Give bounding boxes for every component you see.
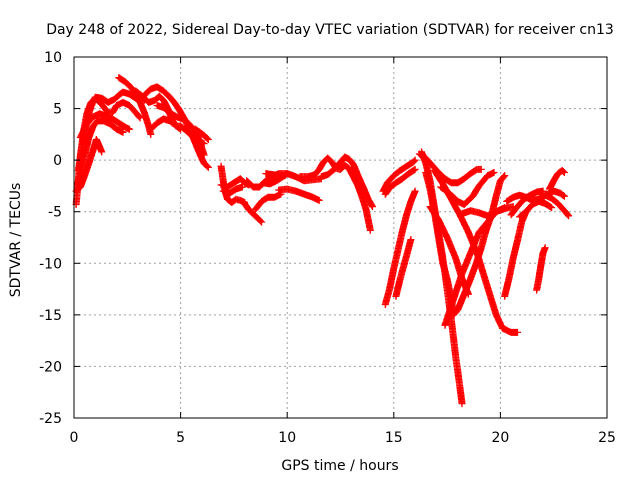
series-markers: [192, 125, 212, 143]
y-tick-label: -10: [39, 256, 62, 272]
series-markers: [533, 244, 549, 294]
series-arc-20: [275, 185, 323, 204]
series-markers: [381, 165, 419, 198]
y-tick-label: -20: [39, 359, 62, 375]
series-markers: [74, 88, 148, 174]
series-markers: [72, 136, 106, 195]
series-markers: [501, 208, 530, 300]
series-markers: [241, 200, 266, 226]
series-arc-26: [392, 236, 415, 300]
series-arc-41: [545, 167, 568, 193]
x-tick-label: 25: [598, 430, 616, 446]
series-markers: [219, 183, 246, 197]
x-tick-label: 20: [491, 430, 509, 446]
series-markers: [437, 169, 498, 208]
series-markers: [251, 190, 285, 214]
series-markers: [296, 154, 374, 234]
series-arc-05: [74, 88, 148, 174]
y-tick-label: -25: [39, 411, 62, 427]
y-tick-label: 5: [53, 102, 62, 118]
series-markers: [458, 204, 509, 220]
series-markers: [262, 170, 289, 180]
x-tick-label: 5: [176, 430, 185, 446]
series-markers: [392, 236, 415, 300]
y-tick-label: -5: [48, 205, 62, 221]
series-markers: [507, 187, 547, 219]
series-arc-34: [458, 204, 509, 220]
series-arc-03: [72, 136, 106, 195]
series-markers: [381, 187, 419, 308]
series-arc-11: [192, 125, 212, 143]
chart-title: Day 248 of 2022, Sidereal Day-to-day VTE…: [46, 22, 614, 38]
x-tick-label: 0: [70, 430, 79, 446]
series-arc-14: [219, 183, 246, 197]
series-markers: [531, 187, 568, 205]
series-markers: [147, 115, 185, 133]
y-tick-label: -15: [39, 308, 62, 324]
series-arc-25: [381, 187, 419, 308]
series-arc-40: [531, 187, 568, 205]
series-arc-22: [317, 153, 376, 211]
x-tick-label: 15: [385, 430, 403, 446]
plot-frame: [73, 56, 608, 419]
series-arc-23: [379, 156, 419, 195]
series-markers: [73, 117, 127, 189]
series-markers: [379, 156, 419, 195]
series-arc-02: [73, 117, 127, 189]
y-axis-label: SDTVAR / TECUs: [8, 183, 24, 298]
series-markers: [545, 167, 568, 193]
data-layer: [72, 74, 573, 408]
series-markers: [317, 153, 376, 211]
series-arc-16: [241, 200, 266, 226]
series-arc-21: [296, 154, 374, 234]
y-tick-label: 10: [44, 50, 62, 66]
x-tick-label: 10: [278, 430, 296, 446]
series-arc-19: [262, 170, 289, 180]
series-arc-35: [501, 208, 530, 300]
x-axis-label: GPS time / hours: [281, 458, 398, 474]
series-arc-39: [533, 244, 549, 294]
series-arc-24: [381, 165, 419, 198]
series-arc-37: [507, 187, 547, 219]
series-markers: [275, 185, 323, 204]
series-arc-32: [437, 169, 498, 208]
y-tick-label: 0: [53, 153, 62, 169]
series-arc-09: [147, 115, 185, 133]
ticks: 0 5 10 15 20 25 10 5 0 -5 -10 -15 -20 -25: [39, 50, 616, 446]
series-arc-17: [251, 190, 285, 214]
